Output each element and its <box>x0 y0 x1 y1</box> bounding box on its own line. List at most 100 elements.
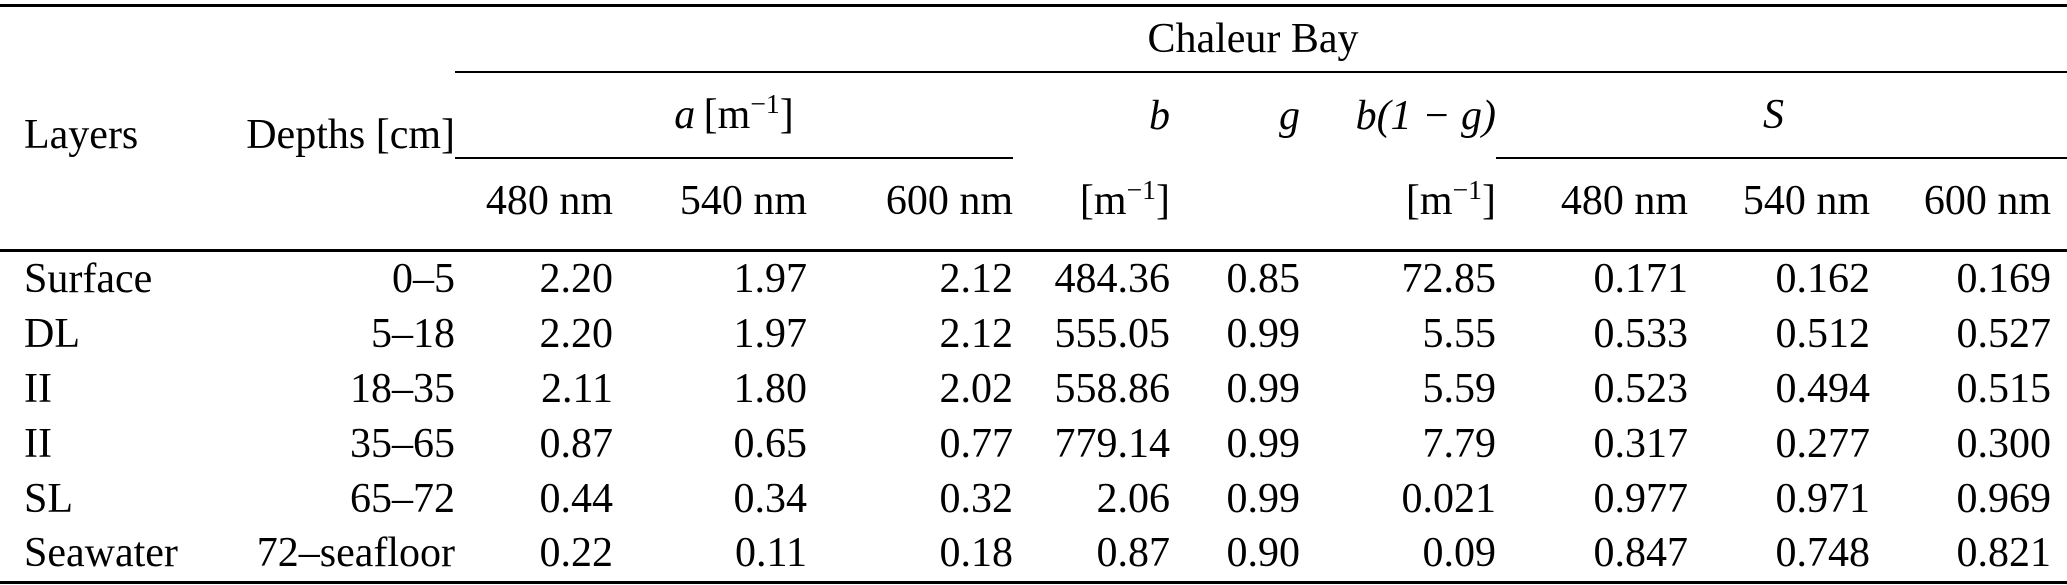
layer-cell: SL <box>24 475 74 522</box>
a480-cell: 2.11 <box>541 365 613 412</box>
s480-cell: 0.847 <box>1496 525 1688 584</box>
table-header: Layers Depths [cm] Chaleur Bay a [m−1] b … <box>0 4 2067 252</box>
s480-cell: 0.533 <box>1593 311 1689 358</box>
b-cell: 0.87 <box>1013 525 1170 584</box>
col-header-b: b <box>1013 72 1170 158</box>
a540-cell: 1.80 <box>733 365 808 412</box>
s540-cell: 0.971 <box>1775 475 1871 522</box>
table-row: II 35–65 0.87 0.65 0.77 779.14 0.99 7.79… <box>0 416 2067 471</box>
s600-cell: 0.821 <box>1870 525 2067 584</box>
s540-cell: 0.512 <box>1775 311 1871 358</box>
col-header-s600: 600 nm <box>1870 158 2067 252</box>
s480-cell: 0.171 <box>1593 256 1689 303</box>
s480-cell: 0.317 <box>1593 420 1689 467</box>
b1g-cell: 7.79 <box>1422 420 1497 467</box>
col-group-s: S <box>1496 72 2067 159</box>
col-header-b1g: b(1 − g) <box>1300 72 1496 158</box>
a540-cell: 0.65 <box>733 420 808 467</box>
col-header-b-unit: [m−1] <box>1013 158 1170 252</box>
b1g-cell: 0.09 <box>1300 525 1496 584</box>
b-cell: 555.05 <box>1054 311 1171 358</box>
s540-cell: 0.162 <box>1775 256 1871 303</box>
layer-cell: Seawater <box>0 525 178 584</box>
depth-cell: 18–35 <box>350 365 455 412</box>
b1g-cell: 72.85 <box>1401 256 1497 303</box>
col-header-g-spacer <box>1170 158 1300 252</box>
header-row-variables: a [m−1] b g b(1 − g) S <box>0 72 2067 159</box>
a600-cell: 2.12 <box>939 311 1014 358</box>
header-row-groups: Layers Depths [cm] Chaleur Bay <box>0 4 2067 252</box>
b1g-cell: 0.021 <box>1401 475 1497 522</box>
g-cell: 0.99 <box>1226 420 1301 467</box>
g-cell: 0.90 <box>1170 525 1300 584</box>
s600-cell: 0.169 <box>1956 256 2052 303</box>
s-symbol: S <box>1763 92 1784 138</box>
a600-cell: 2.12 <box>939 256 1014 303</box>
a480-cell: 0.87 <box>539 420 614 467</box>
layer-cell: II <box>24 365 52 412</box>
a-symbol: a <box>674 92 696 138</box>
group-header-chaleur-bay: Chaleur Bay <box>455 4 2067 73</box>
col-header-s540: 540 nm <box>1688 158 1870 252</box>
optical-properties-table: Layers Depths [cm] Chaleur Bay a [m−1] b … <box>0 4 2067 584</box>
a600-cell: 0.77 <box>939 420 1014 467</box>
col-header-g: g <box>1170 72 1300 158</box>
g-cell: 0.99 <box>1226 365 1301 412</box>
table-row: Surface 0–5 2.20 1.97 2.12 484.36 0.85 7… <box>0 251 2067 307</box>
b1g-symbol: b(1 − g) <box>1355 92 1496 139</box>
b-cell: 779.14 <box>1054 420 1171 467</box>
header-row-units: 480 nm 540 nm 600 nm [m−1] [m−1] 480 nm … <box>0 158 2067 252</box>
table-body: Surface 0–5 2.20 1.97 2.12 484.36 0.85 7… <box>0 251 2067 584</box>
s600-cell: 0.515 <box>1956 365 2052 412</box>
table-row: DL 5–18 2.20 1.97 2.12 555.05 0.99 5.55 … <box>0 307 2067 362</box>
a480-cell: 2.20 <box>539 311 614 358</box>
col-header-a600: 600 nm <box>807 158 1013 252</box>
s600-cell: 0.527 <box>1956 311 2052 358</box>
depth-cell: 35–65 <box>350 420 455 467</box>
b-symbol: b <box>1149 92 1170 139</box>
depth-cell: 0–5 <box>392 256 455 303</box>
s480-cell: 0.977 <box>1593 475 1689 522</box>
col-header-depths: Depths [cm] <box>170 4 455 252</box>
table-row: SL 65–72 0.44 0.34 0.32 2.06 0.99 0.021 … <box>0 471 2067 526</box>
g-symbol: g <box>1279 92 1300 139</box>
b-cell: 2.06 <box>1096 475 1171 522</box>
b1g-cell: 5.59 <box>1422 365 1497 412</box>
a600-cell: 2.02 <box>939 365 1014 412</box>
a480-cell: 0.22 <box>455 525 613 584</box>
s600-cell: 0.300 <box>1956 420 2052 467</box>
g-cell: 0.99 <box>1226 475 1301 522</box>
a540-cell: 1.97 <box>733 311 808 358</box>
layer-cell: DL <box>24 311 80 358</box>
b-cell: 484.36 <box>1054 256 1171 303</box>
table-row: Seawater 72–seafloor 0.22 0.11 0.18 0.87… <box>0 525 2067 584</box>
layer-cell: II <box>24 420 52 467</box>
col-header-a480: 480 nm <box>455 158 613 252</box>
g-cell: 0.99 <box>1226 311 1301 358</box>
g-cell: 0.85 <box>1226 256 1301 303</box>
b1g-cell: 5.55 <box>1422 311 1497 358</box>
b-cell: 558.86 <box>1054 365 1171 412</box>
s600-cell: 0.969 <box>1956 475 2052 522</box>
s540-cell: 0.748 <box>1688 525 1870 584</box>
col-header-layers: Layers <box>0 4 170 252</box>
depth-cell: 72–seafloor <box>170 525 455 584</box>
s480-cell: 0.523 <box>1593 365 1689 412</box>
depth-cell: 65–72 <box>350 475 455 522</box>
a480-cell: 2.20 <box>539 256 614 303</box>
a-unit: [m−1] <box>703 88 794 138</box>
a540-cell: 0.11 <box>613 525 807 584</box>
a540-cell: 0.34 <box>733 475 808 522</box>
col-header-b1g-unit: [m−1] <box>1300 158 1496 252</box>
table-row: II 18–35 2.11 1.80 2.02 558.86 0.99 5.59… <box>0 362 2067 417</box>
col-header-a540: 540 nm <box>613 158 807 252</box>
a600-cell: 0.32 <box>939 475 1014 522</box>
col-header-s480: 480 nm <box>1496 158 1688 252</box>
s540-cell: 0.494 <box>1775 365 1871 412</box>
col-group-a: a [m−1] <box>455 72 1013 159</box>
depth-cell: 5–18 <box>371 311 455 358</box>
s540-cell: 0.277 <box>1775 420 1871 467</box>
layer-cell: Surface <box>24 256 153 303</box>
a600-cell: 0.18 <box>807 525 1013 584</box>
